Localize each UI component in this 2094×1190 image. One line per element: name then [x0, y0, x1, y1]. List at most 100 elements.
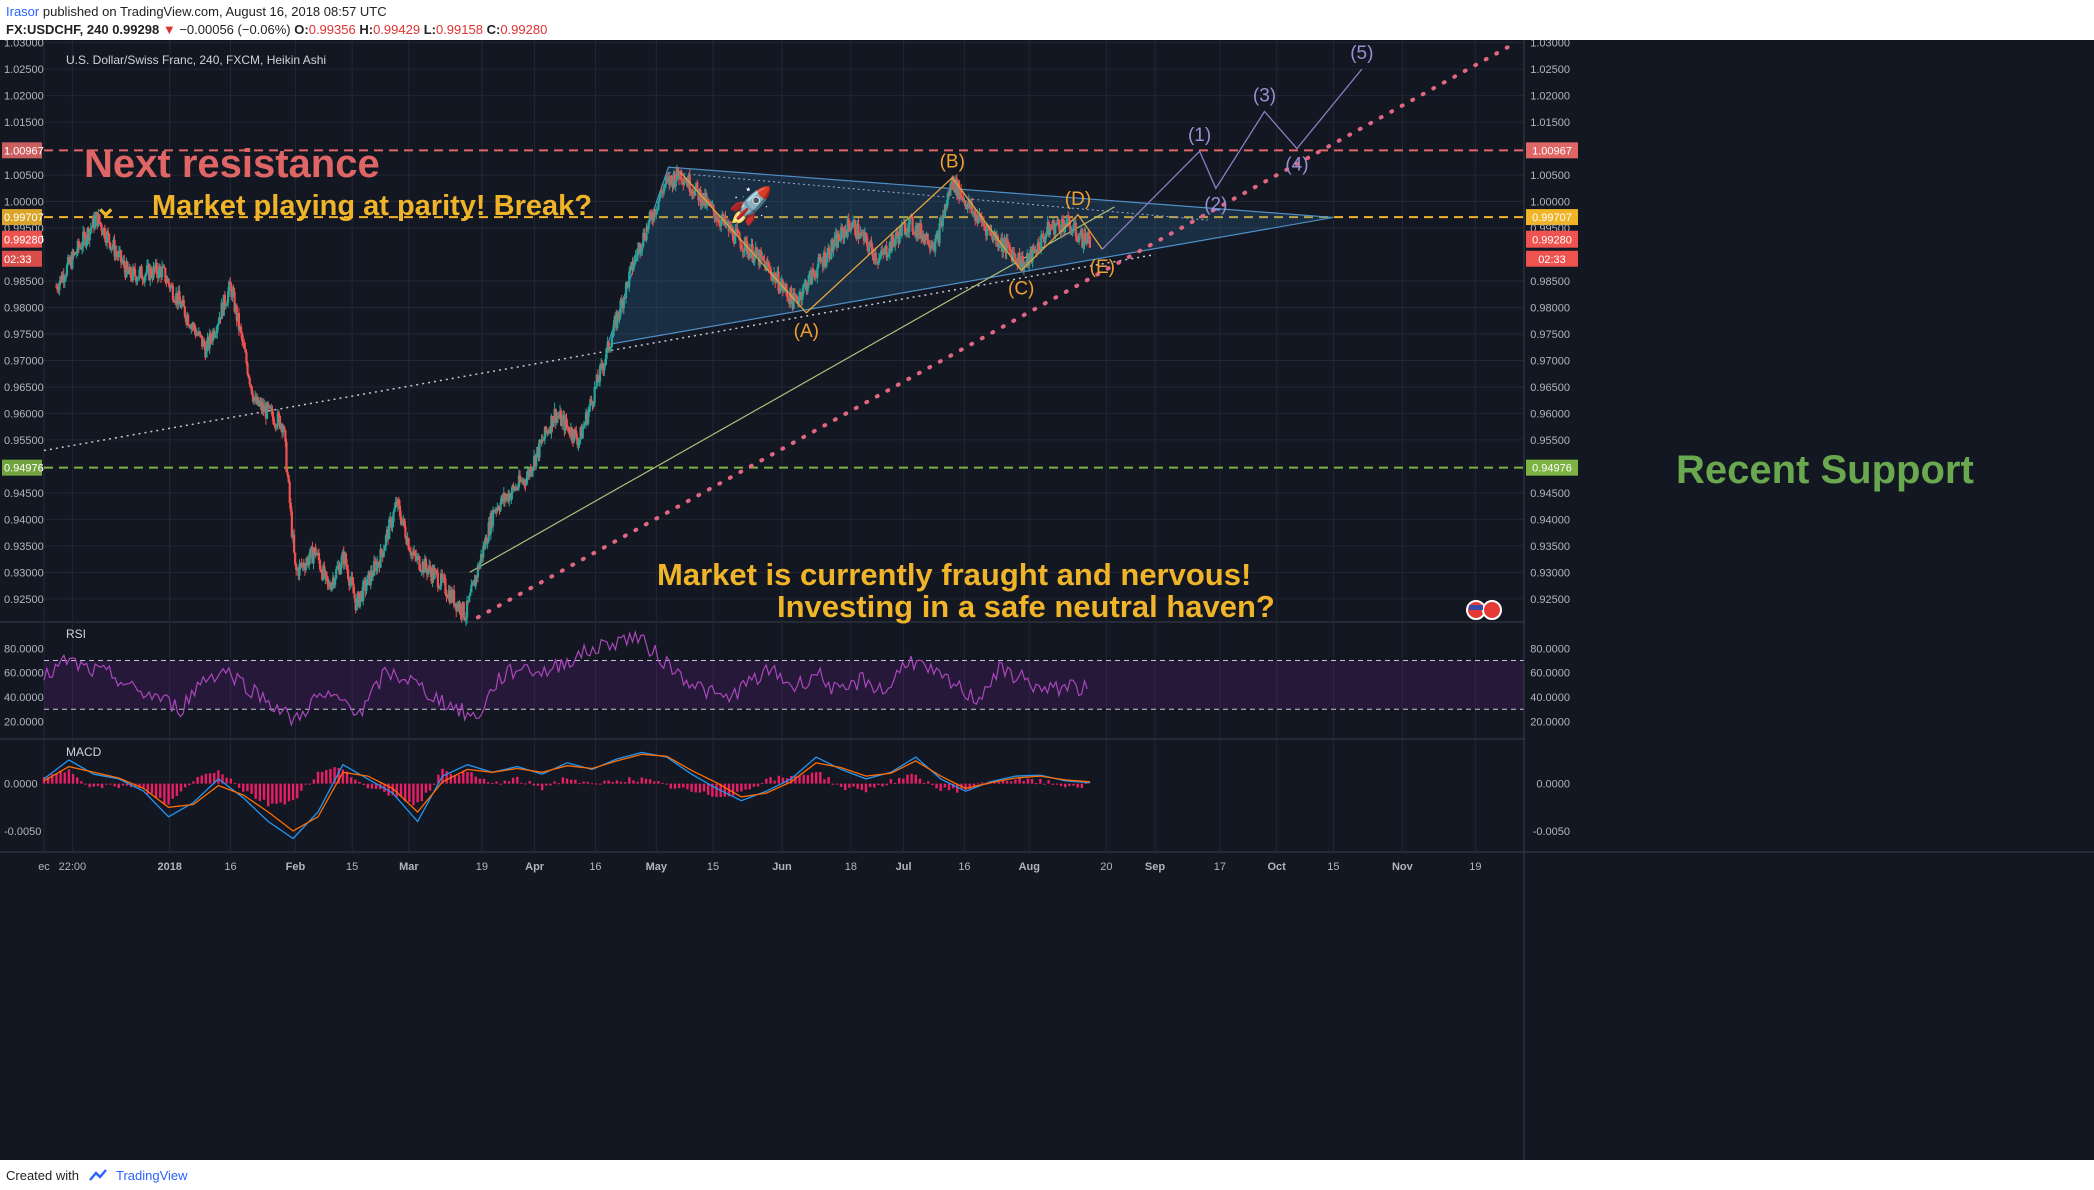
candle-body — [911, 216, 914, 232]
left-axis-label: 0.99707 — [4, 212, 44, 224]
candle-body — [819, 257, 822, 262]
candle-body — [849, 226, 853, 231]
price-axis-tick: 0.94000 — [1530, 514, 1570, 526]
macd-histogram-bar — [922, 782, 926, 784]
macd-histogram-bar — [167, 783, 170, 805]
candle-body — [494, 510, 497, 513]
candle-body — [243, 342, 246, 349]
candle-body — [797, 296, 801, 304]
tradingview-brand-link[interactable]: TradingView — [116, 1168, 188, 1183]
candle-body — [607, 341, 610, 351]
time-axis-tick: 16 — [224, 861, 236, 873]
candle-body — [676, 167, 679, 176]
candle-body — [171, 285, 175, 300]
candle-body — [767, 263, 770, 269]
candle-body — [1057, 219, 1060, 225]
time-axis-tick: ec — [38, 861, 50, 873]
candle-body — [178, 291, 181, 301]
candle-body — [349, 581, 352, 586]
candle-body — [58, 282, 61, 291]
candle-body — [817, 257, 820, 268]
candle-body — [680, 170, 683, 180]
macd-histogram-bar — [258, 783, 262, 802]
time-axis[interactable]: ec 22:00 2018 16 Feb 15 Mar 19 Apr 16 May 15 Jun 18 Ju… — [38, 861, 1481, 873]
candle-body — [1006, 239, 1009, 246]
macd-histogram-bar — [594, 783, 598, 785]
macd-histogram-bar — [109, 783, 112, 785]
time-axis-tick: Jul — [896, 861, 912, 873]
macd-histogram-bar — [163, 783, 166, 804]
candle-body — [283, 426, 286, 431]
candle-body — [388, 519, 391, 540]
macd-histogram-bar — [553, 781, 556, 784]
candle-body — [570, 427, 574, 439]
macd-histogram-bar — [827, 777, 830, 784]
macd-histogram-bar — [358, 781, 361, 784]
candle-body — [565, 418, 568, 426]
candle-body — [752, 261, 755, 263]
candle-body — [850, 226, 854, 228]
candle-body — [523, 479, 526, 484]
candle-body — [738, 232, 741, 241]
candle-body — [424, 558, 428, 569]
candle-body — [943, 204, 947, 217]
candle-body — [795, 295, 798, 301]
candle-body — [886, 256, 889, 258]
candle-body — [246, 363, 249, 375]
candle-body — [592, 403, 595, 406]
candle-body — [376, 561, 379, 572]
macd-histogram-bar — [673, 783, 677, 789]
candle-body — [429, 565, 432, 572]
candle-body — [623, 297, 627, 299]
symbol-label: FX:USDCHF, 240 — [6, 22, 109, 37]
candle-body — [786, 290, 789, 298]
macd-histogram-bar — [615, 780, 619, 784]
candle-body — [152, 266, 155, 279]
candle-body — [250, 386, 253, 395]
candle-body — [401, 521, 404, 525]
macd-histogram-bar — [51, 774, 54, 784]
macd-left-tick: -0.0050 — [4, 826, 41, 838]
candle-body — [285, 441, 288, 472]
macd-histogram-bar — [723, 783, 727, 797]
chart-canvas[interactable]: (A) (B) (C) (D) (E) (1) (2) (3) (4) (5) U.S. Doll… — [0, 40, 2094, 1160]
candle-body — [393, 507, 396, 512]
candle-body — [880, 250, 883, 257]
candle-body — [868, 246, 871, 252]
macd-histogram-bar — [300, 783, 303, 791]
candle-body — [633, 256, 636, 265]
candle-body — [910, 216, 913, 218]
news-flag-icon[interactable] — [1466, 600, 1502, 620]
macd-histogram-bar — [100, 783, 104, 789]
macd-histogram-bar — [80, 781, 83, 784]
candle-body — [1014, 254, 1017, 260]
price-axis-tick: 1.00500 — [1530, 170, 1570, 182]
macd-histogram-bar — [632, 780, 635, 784]
macd-histogram-bar — [213, 772, 216, 784]
price-pane[interactable]: (A) (B) (C) (D) (E) (1) (2) (3) (4) (5) U.S. Doll… — [43, 40, 1974, 627]
candle-body — [71, 251, 74, 269]
macd-pane[interactable]: MACD — [42, 745, 1091, 840]
price-axis-tick: 0.97500 — [1530, 329, 1570, 341]
rsi-pane[interactable]: RSI — [43, 627, 1524, 727]
candle-body — [554, 408, 557, 423]
candle-body — [336, 567, 339, 569]
macd-histogram-bar — [561, 777, 565, 784]
macd-histogram-bar — [682, 783, 685, 788]
candle-body — [859, 232, 862, 238]
author-link[interactable]: Irasor — [6, 4, 40, 19]
macd-histogram-bar — [503, 780, 506, 784]
candle-body — [771, 275, 775, 280]
candle-body — [383, 546, 386, 551]
macd-histogram-bar — [893, 783, 897, 785]
candle-body — [100, 224, 103, 232]
price-axis[interactable]: 1.03000 1.03000 1.02500 1.02500 1.02000 1.020… — [2, 40, 1578, 1160]
candle-body — [474, 575, 477, 587]
candle-body — [779, 284, 782, 292]
price-axis-label-box — [1526, 231, 1578, 248]
price-axis-label-box — [1526, 209, 1578, 226]
candle-body — [912, 231, 915, 234]
candle-body — [596, 374, 599, 383]
candle-body — [334, 578, 337, 586]
macd-histogram-bar — [1055, 783, 1059, 785]
